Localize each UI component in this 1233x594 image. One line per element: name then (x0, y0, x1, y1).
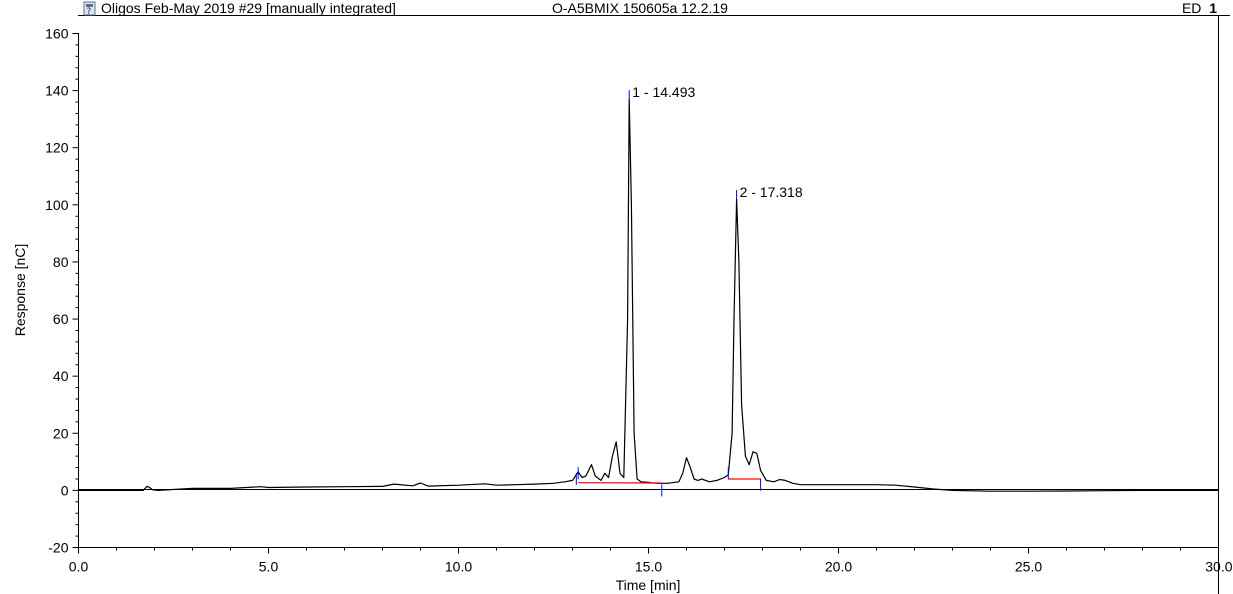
x-tick-label: 0.0 (69, 559, 89, 575)
y-tick-label: 20 (53, 425, 69, 441)
y-tick-label: 140 (45, 83, 69, 99)
channel-prefix: ED_ (1182, 0, 1209, 16)
peak-label-layer: 1 - 14.493 2 - 17.318 (628, 84, 803, 200)
y-tick-label: 100 (45, 197, 69, 213)
chart-title: Oligos Feb-May 2019 #29 [manually integr… (101, 0, 396, 16)
channel-label: ED_1 (1182, 0, 1217, 16)
y-tick-label: 60 (53, 311, 69, 327)
y-tick-label: 120 (45, 140, 69, 156)
x-tick-label: 15.0 (635, 559, 662, 575)
x-tick-label: 5.0 (259, 559, 279, 575)
y-tick-label: -20 (48, 540, 68, 556)
y-tick-label: 160 (45, 26, 69, 42)
document-icon: ? (83, 1, 96, 17)
channel-number: 1 (1209, 0, 1217, 16)
x-tick-label: 25.0 (1015, 559, 1042, 575)
peak-label: 2 - 17.318 (740, 184, 803, 200)
x-tick-label: 10.0 (445, 559, 472, 575)
x-tick-label: 30.0 (1205, 559, 1232, 575)
peak-label: 1 - 14.493 (632, 84, 695, 100)
y-axis-label: Response [nC] (12, 244, 28, 337)
trace-layer (78, 98, 1219, 492)
svg-text:?: ? (87, 7, 92, 17)
integration-marker-layer (575, 467, 762, 497)
sample-name: O-A5BMIX 150605a 12.2.19 (552, 0, 728, 16)
y-tick-label: 80 (53, 254, 69, 270)
x-tick-label: 20.0 (825, 559, 852, 575)
chromatogram-trace (78, 98, 1219, 492)
x-axis-label: Time [min] (616, 577, 681, 593)
integration-baseline-layer (578, 478, 761, 484)
y-tick-label: 0 (61, 482, 69, 498)
ticks-layer: -20 0 20 40 60 80 100 120 140 160 0.0 5.0 10.0 15.0 20… (45, 26, 1233, 575)
y-tick-label: 40 (53, 368, 69, 384)
chart-header: ? Oligos Feb-May 2019 #29 [manually inte… (83, 0, 1217, 17)
